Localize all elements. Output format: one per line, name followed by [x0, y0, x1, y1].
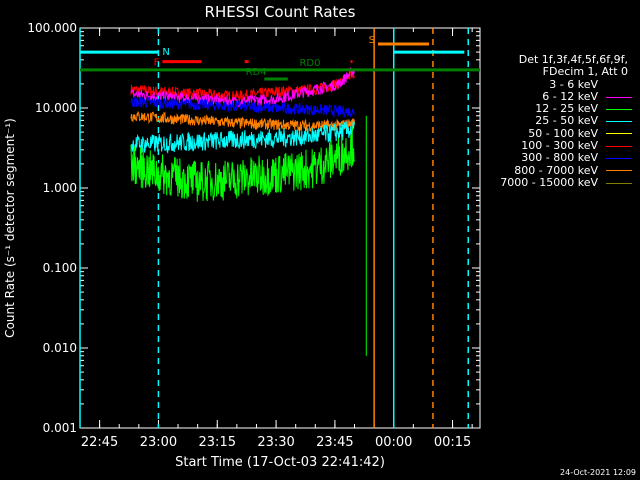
legend-label: 7000 - 15000 keV: [500, 175, 598, 189]
legend-label: 6 - 12 keV: [542, 89, 598, 103]
legend-entry: 25 - 50 keV: [480, 115, 638, 127]
legend-swatch: [606, 170, 632, 172]
legend-swatch: [606, 158, 632, 160]
legend-label: 12 - 25 keV: [535, 102, 598, 116]
legend-swatch: [606, 121, 632, 123]
y-tick-label: 0.001: [43, 421, 77, 435]
legend-swatch: [606, 182, 632, 184]
legend-header-line-1: Det 1f,3f,4f,5f,6f,9f,: [518, 53, 628, 66]
y-tick-label: 0.010: [43, 341, 77, 355]
legend: Det 1f,3f,4f,5f,6f,9f, FDecim 1, Att 0 3…: [480, 53, 638, 189]
legend-entry: 6 - 12 keV: [480, 89, 638, 103]
series-line: [130, 96, 355, 118]
legend-swatch: [606, 84, 632, 86]
flag-label: N: [162, 47, 169, 58]
series-line: [130, 111, 355, 133]
timestamp: 24-Oct-2021 12:09: [560, 468, 636, 477]
legend-entry: 300 - 800 keV: [480, 152, 638, 164]
flag-label: S: [369, 35, 375, 46]
y-tick-label: 10.000: [35, 101, 77, 115]
series-line: [130, 120, 355, 155]
legend-label: 25 - 50 keV: [535, 114, 598, 128]
y-axis-label: Count Rate (s⁻¹ detector segment⁻¹): [3, 118, 17, 338]
series-line: [130, 67, 355, 108]
legend-entry: 100 - 300 keV: [480, 139, 638, 153]
legend-entry: 800 - 7000 keV: [480, 163, 638, 177]
x-tick-label: 00:00: [375, 435, 412, 450]
x-tick-label: 23:30: [257, 435, 294, 450]
legend-label: 3 - 6 keV: [549, 77, 598, 91]
legend-label: 300 - 800 keV: [521, 151, 598, 165]
legend-swatch: [606, 145, 632, 147]
flag-label: F: [154, 58, 160, 69]
legend-label: 100 - 300 keV: [521, 139, 598, 153]
legend-entry: 7000 - 15000 keV: [480, 175, 638, 189]
x-tick-label: 22:45: [81, 435, 118, 450]
legend-entry: 3 - 6 keV: [480, 77, 638, 91]
x-tick-label: 23:45: [316, 435, 353, 450]
legend-entry: 12 - 25 keV: [480, 102, 638, 116]
x-axis-label: Start Time (17-Oct-03 22:41:42): [175, 455, 385, 470]
series-line: [130, 126, 355, 202]
y-tick-label: 100.000: [27, 21, 77, 35]
legend-header-line-2: FDecim 1, Att 0: [542, 65, 628, 79]
legend-label: 50 - 100 keV: [528, 126, 598, 140]
legend-swatch: [606, 108, 632, 110]
y-tick-label: 0.100: [43, 261, 77, 275]
y-tick-label: 1.000: [43, 181, 77, 195]
legend-entry: 50 - 100 keV: [480, 126, 638, 140]
flag-label: RD4: [246, 67, 267, 78]
legend-swatch: [606, 96, 632, 98]
chart-title: RHESSI Count Rates: [205, 3, 356, 21]
x-tick-label: 23:00: [140, 435, 177, 450]
x-tick-label: 00:15: [434, 435, 471, 450]
x-tick-label: 23:15: [199, 435, 236, 450]
legend-label: 800 - 7000 keV: [514, 163, 598, 177]
flag-label: RD0: [299, 58, 320, 69]
legend-swatch: [606, 133, 632, 135]
